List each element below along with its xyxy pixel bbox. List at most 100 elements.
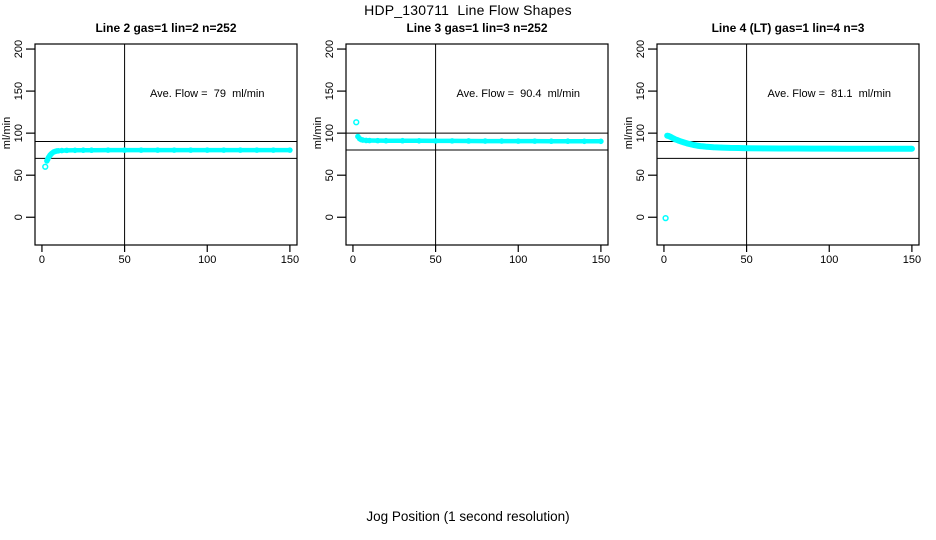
data-point [826,145,833,152]
y-axis-label: ml/min [1,117,13,149]
chart-panel-3: 0 50 100 150 0 50 100 150 200 ml/min Line 4 (LT) g… [623,21,921,266]
y-tick-label: 150 [635,82,647,100]
data-point [707,144,714,150]
annotation-ave-flow: Ave. Flow = 81.1 ml/min [767,88,891,100]
data-point [598,138,604,145]
data-point [465,138,472,144]
data-point [515,138,522,144]
panel-title: Line 2 gas=1 lin=2 n=252 [95,21,236,35]
x-tick-label: 150 [281,254,299,266]
y-tick-label: 0 [13,214,25,220]
data-point [105,147,111,153]
flow-band [44,147,293,164]
y-tick-label: 50 [324,169,336,181]
data-point [366,137,373,144]
x-tick-label: 50 [740,254,752,266]
y-tick-label: 200 [635,40,647,58]
x-tick-label: 50 [118,254,130,266]
data-point [154,147,161,153]
x-tick-label: 0 [39,254,45,266]
data-point [55,148,62,154]
data-point [449,138,455,144]
data-point [80,147,87,154]
plot-box [345,43,609,246]
data-point [909,145,915,152]
y-tick-label: 50 [635,169,647,181]
x-tick-label: 100 [198,254,216,266]
data-point [482,138,488,144]
data-point [498,138,505,144]
y-tick-label: 100 [324,124,336,142]
y-tick-label: 200 [324,40,336,58]
x-tick-label: 50 [429,254,441,266]
panel-title: Line 3 gas=1 lin=3 n=252 [406,21,547,35]
data-point [374,137,381,144]
data-point [892,145,899,152]
x-tick-label: 100 [820,254,838,266]
outlier-point [42,163,49,170]
data-point [680,139,687,146]
data-point [63,147,70,154]
data-point [187,147,194,153]
data-point [700,143,707,150]
data-point [809,145,816,152]
data-point [581,138,588,145]
data-point [360,137,366,143]
data-point [88,147,95,154]
data-point [859,145,866,152]
data-point [793,145,799,152]
data-point [399,137,406,144]
data-point [204,147,211,153]
data-point [254,147,260,153]
data-point [876,145,882,152]
data-point [687,141,694,148]
y-tick-label: 100 [635,124,647,142]
data-point [842,145,849,152]
x-tick-label: 150 [592,254,610,266]
data-point [531,138,538,144]
y-tick-label: 100 [13,124,25,142]
data-point [677,138,684,145]
panel-title: Line 4 (LT) gas=1 lin=4 n=3 [712,21,865,35]
plot-box [34,43,298,246]
annotation-ave-flow: Ave. Flow = 90.4 ml/min [456,88,580,100]
x-tick-label: 100 [509,254,527,266]
page-title: HDP_130711 Line Flow Shapes [364,2,572,18]
outlier-point [662,214,669,222]
chart-panel-2: 0 50 100 150 0 50 100 150 200 ml/min Line 3 gas=1 … [312,21,610,266]
data-point [171,147,177,153]
data-point [760,145,766,152]
data-point [697,143,704,149]
data-point [727,145,733,151]
data-point [432,138,439,144]
plot-box [656,43,920,246]
y-tick-label: 50 [13,169,25,181]
data-point [121,147,128,153]
data-point [565,138,571,145]
data-point [776,145,783,152]
data-point [363,137,369,144]
data-point [383,137,389,144]
data-point [548,138,555,145]
y-tick-label: 150 [13,82,25,100]
data-point [220,147,227,153]
x-tick-label: 0 [350,254,356,266]
data-point [710,144,717,151]
y-tick-label: 200 [13,40,25,58]
plots-canvas: 0 50 100 150 0 50 100 150 200 ml/min Line 2 gas=1 … [1,21,921,266]
data-point [704,143,710,150]
x-tick-label: 150 [903,254,921,266]
y-tick-label: 0 [635,214,647,220]
y-tick-label: 150 [324,82,336,100]
annotation-ave-flow: Ave. Flow = 79 ml/min [150,88,264,100]
data-point [237,147,244,153]
data-point [287,147,293,153]
x-axis-label: Jog Position (1 second resolution) [366,509,570,524]
data-point [138,147,144,153]
data-point [72,147,78,154]
flow-band [355,134,604,144]
x-tick-label: 0 [661,254,667,266]
data-point [743,145,750,152]
y-tick-label: 0 [324,214,336,220]
